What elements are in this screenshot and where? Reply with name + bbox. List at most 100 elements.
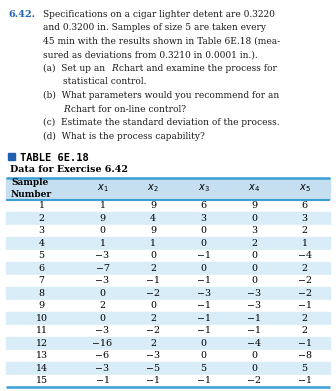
- Text: 3: 3: [39, 226, 45, 235]
- Text: 0: 0: [150, 251, 156, 260]
- Bar: [6, 362, 330, 375]
- Text: chart for on-line control?: chart for on-line control?: [69, 104, 186, 113]
- Text: −1: −1: [146, 276, 160, 285]
- Text: 0: 0: [251, 351, 257, 360]
- Text: 0: 0: [150, 301, 156, 310]
- Text: Sample
Number: Sample Number: [11, 178, 52, 199]
- Text: 2: 2: [302, 264, 308, 273]
- Bar: [6, 375, 330, 387]
- Text: (d)  What is the process capability?: (d) What is the process capability?: [43, 131, 205, 141]
- Text: 9: 9: [39, 301, 45, 310]
- Text: $x_5$: $x_5$: [299, 183, 310, 194]
- Text: −1: −1: [247, 314, 261, 323]
- Text: 10: 10: [36, 314, 48, 323]
- Text: 1: 1: [99, 239, 106, 248]
- Text: −1: −1: [197, 276, 211, 285]
- Text: and 0.3200 in. Samples of size 5 are taken every: and 0.3200 in. Samples of size 5 are tak…: [43, 23, 266, 32]
- Text: Specifications on a cigar lighter detent are 0.3220: Specifications on a cigar lighter detent…: [43, 10, 275, 19]
- Text: 1: 1: [302, 239, 308, 248]
- Text: −4: −4: [247, 339, 261, 348]
- Text: 0: 0: [201, 239, 207, 248]
- Text: 0: 0: [99, 226, 106, 235]
- Text: 0: 0: [201, 351, 207, 360]
- Text: 4: 4: [39, 239, 45, 248]
- Text: statistical control.: statistical control.: [63, 77, 146, 86]
- Text: chart and examine the process for: chart and examine the process for: [117, 64, 278, 73]
- Text: 0: 0: [251, 251, 257, 260]
- Text: 4: 4: [150, 214, 156, 223]
- Text: 11: 11: [36, 326, 48, 335]
- Text: 0: 0: [251, 364, 257, 373]
- Text: 13: 13: [36, 351, 48, 360]
- Bar: [6, 312, 330, 325]
- Text: 0: 0: [251, 276, 257, 285]
- Text: 7: 7: [39, 276, 45, 285]
- Text: −2: −2: [146, 326, 160, 335]
- Bar: [6, 337, 330, 350]
- Bar: [6, 224, 330, 237]
- Text: 0: 0: [251, 264, 257, 273]
- Text: 45 min with the results shown in Table 6E.18 (mea-: 45 min with the results shown in Table 6…: [43, 37, 280, 46]
- Text: Data for Exercise 6.42: Data for Exercise 6.42: [10, 165, 128, 174]
- Text: 3: 3: [201, 214, 207, 223]
- Text: 6: 6: [201, 201, 207, 210]
- Text: −1: −1: [197, 251, 211, 260]
- Bar: [6, 350, 330, 362]
- Text: 2: 2: [99, 301, 106, 310]
- Text: −2: −2: [298, 276, 312, 285]
- Text: −1: −1: [197, 301, 211, 310]
- Bar: [6, 300, 330, 312]
- Text: −5: −5: [146, 364, 160, 373]
- Text: $x_4$: $x_4$: [248, 183, 260, 194]
- Text: 2: 2: [150, 314, 156, 323]
- Text: −1: −1: [298, 339, 312, 348]
- Text: 1: 1: [150, 239, 156, 248]
- Text: −3: −3: [146, 351, 160, 360]
- Text: 0: 0: [201, 339, 207, 348]
- Text: 9: 9: [99, 214, 106, 223]
- Text: $x_2$: $x_2$: [147, 183, 159, 194]
- Text: 6: 6: [302, 201, 308, 210]
- Text: 6.42.: 6.42.: [8, 10, 35, 19]
- Text: 2: 2: [150, 339, 156, 348]
- Bar: [6, 178, 330, 199]
- Text: TABLE 6E.18: TABLE 6E.18: [20, 153, 89, 163]
- Text: 14: 14: [36, 364, 48, 373]
- Text: R: R: [63, 104, 70, 113]
- Text: −1: −1: [146, 376, 160, 385]
- Text: 0: 0: [99, 289, 106, 298]
- Text: −3: −3: [197, 289, 211, 298]
- Text: 2: 2: [39, 214, 45, 223]
- Text: 3: 3: [302, 214, 308, 223]
- Text: 5: 5: [201, 364, 207, 373]
- Text: (a)  Set up an: (a) Set up an: [43, 64, 108, 73]
- Text: $x_3$: $x_3$: [198, 183, 210, 194]
- Text: −7: −7: [95, 264, 110, 273]
- Text: R: R: [112, 64, 118, 73]
- Text: 5: 5: [302, 364, 308, 373]
- Text: −3: −3: [95, 364, 110, 373]
- Text: −2: −2: [146, 289, 160, 298]
- Text: sured as deviations from 0.3210 in 0.0001 in.).: sured as deviations from 0.3210 in 0.000…: [43, 50, 258, 59]
- Text: −8: −8: [298, 351, 312, 360]
- Bar: [6, 274, 330, 287]
- Text: 0: 0: [201, 264, 207, 273]
- Text: 1: 1: [39, 201, 45, 210]
- Text: 6: 6: [39, 264, 45, 273]
- Text: 0: 0: [99, 314, 106, 323]
- Text: 0: 0: [201, 226, 207, 235]
- Text: −1: −1: [197, 314, 211, 323]
- Text: −3: −3: [95, 276, 110, 285]
- Text: $x_1$: $x_1$: [97, 183, 109, 194]
- Text: −2: −2: [247, 376, 261, 385]
- Text: −1: −1: [247, 326, 261, 335]
- Text: 2: 2: [302, 326, 308, 335]
- Text: 2: 2: [302, 226, 308, 235]
- Text: 1: 1: [99, 201, 106, 210]
- Bar: [8, 152, 15, 160]
- Bar: [6, 325, 330, 337]
- Text: −3: −3: [247, 289, 261, 298]
- Text: −16: −16: [92, 339, 113, 348]
- Text: −1: −1: [197, 326, 211, 335]
- Text: 15: 15: [36, 376, 48, 385]
